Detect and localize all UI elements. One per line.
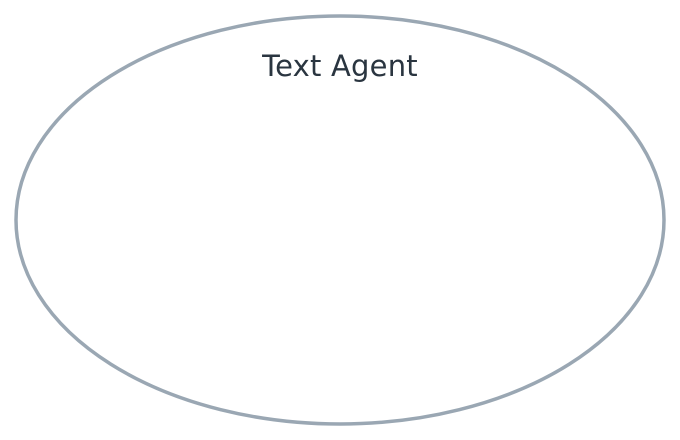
agent-node-outline	[14, 14, 666, 426]
agent-node-label: Text Agent	[261, 49, 418, 83]
agent-node: Text Agent	[14, 14, 666, 426]
